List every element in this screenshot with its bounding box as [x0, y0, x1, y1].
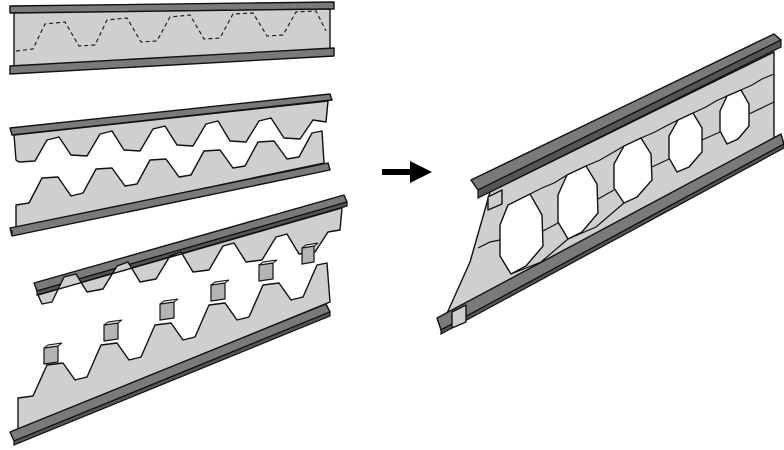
- lower-half-web: [15, 130, 325, 229]
- halves-with-spacers: [9, 194, 348, 446]
- spacer-plate: [159, 298, 179, 321]
- web-openings: [499, 89, 750, 275]
- castellated-beam: [436, 33, 784, 336]
- spacer-plate: [210, 279, 230, 302]
- spacer-plate: [258, 259, 278, 282]
- weld-seams: [477, 73, 775, 275]
- hexagonal-opening: [557, 165, 599, 240]
- uncut-beam: [9, 1, 335, 75]
- cut-line: [15, 10, 327, 52]
- bottom-flange: [436, 133, 784, 331]
- spacer-plate: [103, 319, 123, 342]
- bottom-flange: [9, 47, 335, 75]
- upper-half-web: [37, 207, 343, 305]
- spacer-plate: [301, 242, 319, 265]
- hexagonal-opening: [499, 193, 544, 275]
- hexagonal-opening: [719, 89, 750, 145]
- upper-half-web: [13, 100, 329, 163]
- hexagonal-opening: [613, 137, 653, 204]
- arrow-right-icon: [382, 161, 432, 183]
- lower-half-web: [17, 262, 331, 431]
- spacer-plate: [43, 342, 63, 365]
- spacer-plates: [43, 242, 319, 365]
- top-flange: [9, 1, 335, 14]
- top-flange: [9, 93, 333, 136]
- bottom-flange: [9, 162, 331, 237]
- separated-halves: [9, 93, 333, 237]
- hexagonal-opening: [668, 112, 703, 173]
